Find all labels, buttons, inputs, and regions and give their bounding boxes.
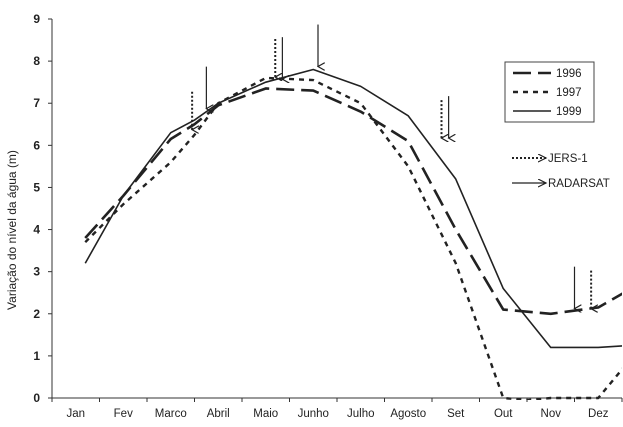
legend-sensor-label: JERS-1 xyxy=(548,153,588,165)
x-tick-label: Fev xyxy=(114,408,133,420)
y-tick-label: 6 xyxy=(33,138,40,152)
series-line-1997 xyxy=(84,76,622,400)
series-line-1999 xyxy=(84,68,622,349)
x-tick-label: Marco xyxy=(155,408,187,420)
x-tick-label: Out xyxy=(494,408,513,420)
legend-sensor-label: RADARSAT xyxy=(548,178,610,190)
x-tick-label: Dez xyxy=(588,408,609,420)
y-tick-label: 5 xyxy=(33,180,40,194)
y-tick-label: 2 xyxy=(33,307,40,321)
series-line-1996 xyxy=(84,87,622,316)
y-tick-label: 7 xyxy=(33,96,40,110)
legend-label: 1996 xyxy=(556,68,582,80)
y-tick-label: 3 xyxy=(33,265,40,279)
y-tick-label: 9 xyxy=(33,12,40,26)
y-tick-label: 4 xyxy=(33,223,40,237)
legend-label: 1997 xyxy=(556,87,582,99)
x-tick-label: Nov xyxy=(541,408,562,420)
x-tick-label: Jan xyxy=(66,408,85,420)
x-tick-label: Junho xyxy=(298,408,329,420)
axes: 0 1 2 3 4 5 6 7 8 9 Jan Fev Marco Abril Maio Junho Julho… xyxy=(33,12,623,420)
satellite-arrows xyxy=(191,24,591,309)
x-tick-label: Agosto xyxy=(390,408,426,420)
y-tick-label: 1 xyxy=(33,349,40,363)
y-tick-label: 0 xyxy=(33,391,40,405)
legend: 1996 1997 1999 JERS-1 RADARSAT xyxy=(504,61,610,190)
x-tick-label: Abril xyxy=(207,408,230,420)
y-axis-label: Variação do nível da água (m) xyxy=(5,150,19,310)
legend-label: 1999 xyxy=(556,106,582,118)
x-tick-label: Set xyxy=(447,408,465,420)
y-tick-label: 8 xyxy=(33,54,40,68)
x-tick-label: Julho xyxy=(347,408,375,420)
series-lines xyxy=(84,68,622,400)
x-tick-label: Maio xyxy=(253,408,278,420)
